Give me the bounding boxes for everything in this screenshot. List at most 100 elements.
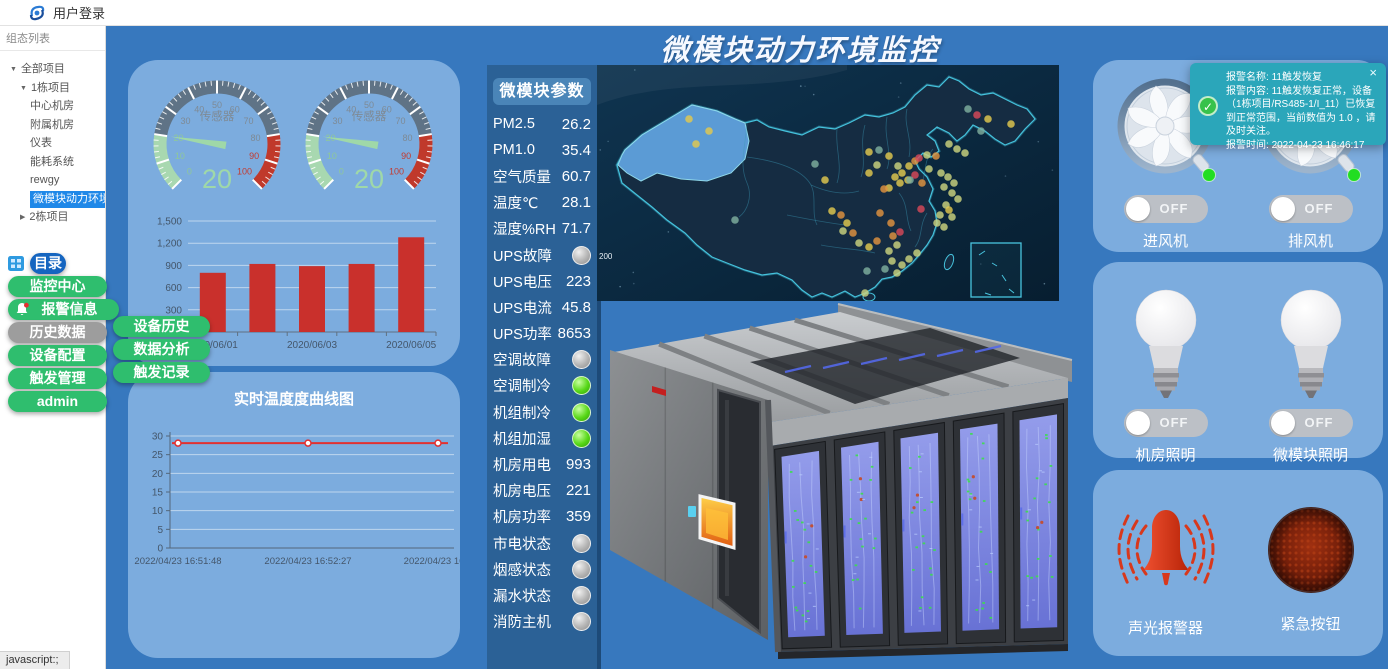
- sidebar-item-5[interactable]: 能耗系统: [0, 153, 105, 172]
- svg-text:5: 5: [157, 525, 163, 536]
- sensor-panel: 0102030405060708090100传感器20 010203040506…: [128, 60, 460, 366]
- svg-text:60: 60: [382, 104, 392, 114]
- tree-item-label: 全部项目: [20, 63, 65, 75]
- param-label: 消防主机: [493, 615, 551, 632]
- micromodule-3d-view: [600, 300, 1082, 669]
- page-title: 微模块动力环境监控: [660, 35, 940, 67]
- menu-item-监控中心[interactable]: 监控中心: [8, 276, 107, 297]
- status-led-green: [572, 428, 591, 448]
- alarm-card: 声光报警器 紧急按钮: [1093, 470, 1383, 656]
- svg-text:2022/04/23 16:51:48: 2022/04/23 16:51:48: [134, 556, 221, 567]
- menu-item-触发管理[interactable]: 触发管理: [8, 368, 107, 389]
- sidebar-item-2[interactable]: 中心机房: [0, 97, 105, 116]
- sidebar-item-6[interactable]: rewgy: [0, 171, 105, 190]
- svg-text:50: 50: [364, 100, 374, 110]
- submenu-item-0[interactable]: 设备历史: [113, 316, 210, 337]
- menu-item-设备配置[interactable]: 设备配置: [8, 345, 107, 366]
- exhaust-fan-label: 排风机: [1287, 233, 1333, 250]
- chevron-right-icon[interactable]: ▶: [20, 214, 26, 221]
- exhaust-fan-toggle[interactable]: OFF: [1268, 195, 1353, 223]
- line-chart: 0 5 10 15 20 25 30 2022/04/23 16:51:48 2022/04/2…: [134, 432, 460, 568]
- status-led-green: [572, 402, 591, 422]
- sidebar-item-1[interactable]: ▼ 1栋项目: [0, 79, 105, 98]
- param-row-市电状态: 市电状态: [493, 530, 591, 556]
- param-value: 71.7: [561, 220, 591, 238]
- menu-item-admin[interactable]: admin: [8, 391, 107, 412]
- toggle-state-label: OFF: [1304, 415, 1334, 430]
- param-label: 空调制冷: [493, 379, 551, 396]
- svg-text:200: 200: [599, 252, 613, 261]
- svg-text:10: 10: [152, 506, 164, 517]
- svg-text:90: 90: [249, 151, 259, 161]
- alert-content-line: 报警内容: 11触发恢复正常，设备（1栋项目/RS485-1/I_11）已恢复到…: [1226, 85, 1376, 138]
- toggle-knob: [1125, 197, 1150, 221]
- tree-item-label: 附属机房: [30, 118, 74, 131]
- menu-item-目录[interactable]: 目录: [30, 253, 66, 274]
- param-value: 26.2: [561, 115, 591, 133]
- svg-text:30: 30: [152, 432, 164, 443]
- sidebar-item-7[interactable]: 微模块动力环境: [0, 190, 105, 209]
- svg-text:2020/06/01: 2020/06/01: [188, 340, 238, 351]
- menu-item-label: admin: [36, 393, 79, 409]
- login-link[interactable]: 用户登录: [53, 6, 106, 21]
- submenu-item-2[interactable]: 触发记录: [113, 362, 210, 383]
- chevron-down-icon[interactable]: ▼: [20, 84, 27, 92]
- param-row-空调故障: 空调故障: [493, 347, 591, 373]
- room-light-toggle[interactable]: OFF: [1123, 409, 1208, 437]
- room-light-unit: OFF 机房照明: [1093, 262, 1238, 464]
- bell-icon: [15, 302, 29, 323]
- param-label: PM1.0: [493, 142, 535, 159]
- chevron-down-icon[interactable]: ▼: [10, 66, 17, 73]
- param-row-湿度%RH: 湿度%RH 71.7: [493, 216, 591, 242]
- param-label: PM2.5: [493, 116, 535, 133]
- param-value: 8653: [557, 325, 591, 343]
- param-row-温度℃: 温度℃ 28.1: [493, 190, 591, 216]
- toggle-knob: [1270, 197, 1295, 221]
- sidebar-item-8[interactable]: ▶ 2栋项目: [0, 208, 105, 227]
- svg-text:传感器: 传感器: [352, 109, 387, 123]
- tree-item-label: 微模块动力环境: [30, 190, 105, 208]
- intake-fan-label: 进风机: [1142, 233, 1188, 250]
- emergency-button-icon[interactable]: [1263, 502, 1359, 603]
- grid-icon[interactable]: [8, 256, 24, 276]
- svg-text:2022/04/23 16:5: 2022/04/23 16:5: [404, 556, 460, 567]
- submenu-item-1[interactable]: 数据分析: [113, 339, 210, 360]
- param-label: 机组制冷: [493, 405, 551, 422]
- sidebar-item-3[interactable]: 附属机房: [0, 116, 105, 135]
- svg-text:100: 100: [389, 167, 404, 177]
- alert-name-line: 报警名称: 11触发恢复: [1226, 72, 1322, 83]
- svg-text:传感器: 传感器: [200, 109, 235, 123]
- submenu-item-label: 设备历史: [133, 318, 190, 334]
- param-row-消防主机: 消防主机: [493, 609, 591, 635]
- params-header: 微模块参数: [493, 78, 591, 105]
- china-map: 200: [597, 65, 1059, 302]
- toggle-state-label: OFF: [1304, 201, 1334, 216]
- param-row-机组制冷: 机组制冷: [493, 399, 591, 425]
- close-icon[interactable]: ×: [1369, 65, 1377, 80]
- params-list: PM2.5 26.2 PM1.0 35.4 空气质量 60.7 温度℃ 28.1 湿度%RH 71…: [493, 111, 591, 635]
- svg-text:2020/06/03: 2020/06/03: [287, 340, 337, 351]
- sidebar-item-4[interactable]: 仪表: [0, 134, 105, 153]
- menu-item-label: 报警信息: [41, 301, 98, 317]
- sound-light-alarm-unit: 声光报警器: [1093, 470, 1238, 656]
- param-value: 35.4: [561, 141, 591, 159]
- toggle-knob: [1125, 411, 1150, 435]
- param-label: 机组加湿: [493, 431, 551, 448]
- sidebar-header: 组态列表: [0, 25, 105, 51]
- svg-text:2020/06/05: 2020/06/05: [386, 340, 436, 351]
- sidebar-item-0[interactable]: ▼ 全部项目: [0, 60, 105, 79]
- param-row-UPS故障: UPS故障: [493, 242, 591, 268]
- param-row-烟感状态: 烟感状态: [493, 556, 591, 582]
- svg-text:50: 50: [212, 100, 222, 110]
- intake-fan-unit: OFF 进风机: [1093, 60, 1238, 252]
- check-icon: ✓: [1198, 96, 1218, 116]
- module-light-toggle[interactable]: OFF: [1268, 409, 1353, 437]
- tree-item-label: 能耗系统: [30, 155, 74, 168]
- status-led-gray: [572, 612, 591, 632]
- fan-icon: [1110, 74, 1222, 191]
- param-label: 市电状态: [493, 536, 551, 553]
- menu-item-历史数据[interactable]: 历史数据: [8, 322, 107, 343]
- menu-item-报警信息[interactable]: 报警信息: [8, 299, 119, 320]
- intake-fan-toggle[interactable]: OFF: [1123, 195, 1208, 223]
